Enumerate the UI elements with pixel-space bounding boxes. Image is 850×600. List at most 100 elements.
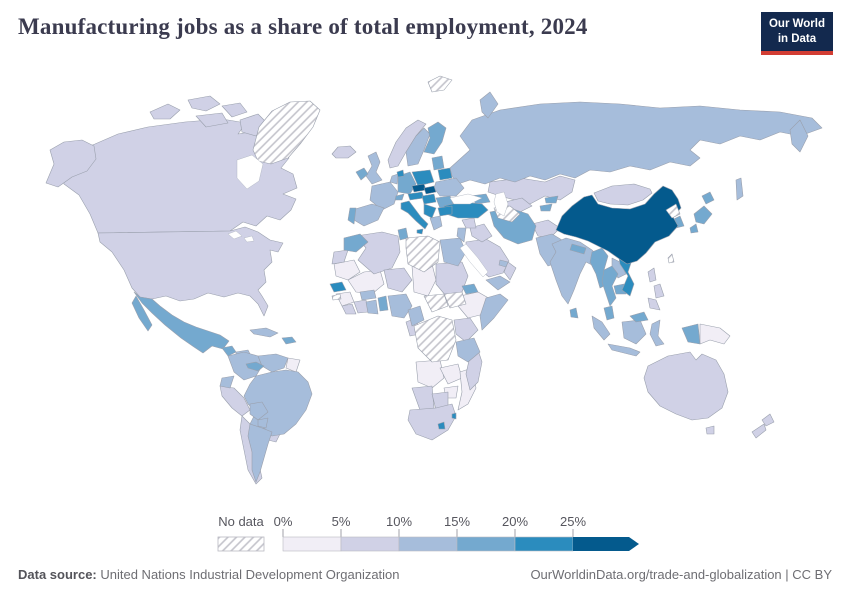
country-russia-sakhalin[interactable] <box>735 177 744 201</box>
legend-bin-0-5[interactable] <box>282 536 342 552</box>
country-finland[interactable] <box>423 121 447 155</box>
country-italy-sicily[interactable] <box>416 228 424 235</box>
country-tanzania[interactable] <box>455 337 481 363</box>
country-indonesia-sumatra[interactable] <box>591 315 611 341</box>
country-cameroon[interactable] <box>407 305 425 327</box>
country-libya[interactable] <box>405 235 441 273</box>
country-cuba[interactable] <box>249 327 279 338</box>
country-france[interactable] <box>369 181 399 211</box>
country-philippines-mindanao[interactable] <box>647 297 661 311</box>
country-denmark[interactable] <box>396 169 405 178</box>
country-hispaniola[interactable] <box>281 336 297 345</box>
country-sudan[interactable] <box>435 261 469 297</box>
country-senegal[interactable] <box>329 281 347 293</box>
country-poland[interactable] <box>411 169 435 187</box>
owid-citation-link[interactable]: OurWorldinData.org/trade-and-globalizati… <box>530 567 832 582</box>
country-venezuela[interactable] <box>257 353 289 373</box>
country-zambia[interactable] <box>439 363 463 385</box>
country-ecuador[interactable] <box>219 375 235 389</box>
country-somalia[interactable] <box>479 293 509 331</box>
country-belarus[interactable] <box>437 167 453 181</box>
legend-bin-20-25[interactable] <box>514 536 574 552</box>
country-nigeria[interactable] <box>387 293 413 319</box>
country-morocco[interactable] <box>343 233 369 253</box>
owid-logo[interactable]: Our World in Data <box>760 12 833 55</box>
country-russia[interactable] <box>449 101 823 185</box>
country-canada-arctic-2[interactable] <box>187 95 221 112</box>
country-switzerland[interactable] <box>394 193 405 201</box>
country-south-africa[interactable] <box>407 403 457 441</box>
legend-bin-15-20[interactable] <box>456 536 516 552</box>
legend-bin-25-plus-arrow[interactable] <box>573 537 639 551</box>
country-thailand[interactable] <box>601 265 619 307</box>
country-cambodia[interactable] <box>613 283 627 295</box>
country-syria[interactable] <box>461 217 477 229</box>
country-australia[interactable] <box>643 351 729 421</box>
country-argentina[interactable] <box>247 423 273 483</box>
country-uae-qatar[interactable] <box>498 259 509 268</box>
country-australia-tasmania[interactable] <box>705 425 715 435</box>
country-canada-arctic-4[interactable] <box>195 112 229 128</box>
country-new-zealand-south[interactable] <box>751 423 767 439</box>
country-eswatini[interactable] <box>451 412 457 420</box>
country-baltics[interactable] <box>431 155 445 171</box>
country-canada-arctic-3[interactable] <box>221 102 248 118</box>
legend-no-data-swatch[interactable] <box>217 536 265 552</box>
country-slovakia[interactable] <box>423 185 437 195</box>
country-togo-benin[interactable] <box>377 295 389 312</box>
country-japan-honshu[interactable] <box>693 205 713 225</box>
country-philippines-luzon[interactable] <box>647 267 657 283</box>
country-paraguay[interactable] <box>257 417 269 429</box>
country-bulgaria[interactable] <box>437 205 453 217</box>
country-portugal[interactable] <box>347 207 357 225</box>
country-indonesia-sulawesi[interactable] <box>649 319 665 347</box>
country-angola[interactable] <box>415 359 445 389</box>
country-japan-hokkaido[interactable] <box>701 191 715 205</box>
country-north-korea[interactable] <box>665 203 681 219</box>
country-sri-lanka[interactable] <box>569 307 579 319</box>
country-guinea-bissau[interactable] <box>331 293 342 301</box>
country-iceland[interactable] <box>331 145 357 159</box>
country-mali[interactable] <box>347 269 385 295</box>
country-lesotho[interactable] <box>437 421 446 430</box>
country-yemen[interactable] <box>485 275 511 291</box>
country-united-kingdom[interactable] <box>365 151 383 185</box>
country-peru[interactable] <box>219 385 251 417</box>
country-tajikistan[interactable] <box>539 203 553 212</box>
country-central-african-republic[interactable] <box>423 293 449 313</box>
country-svalbard[interactable] <box>427 75 453 93</box>
country-guatemala[interactable] <box>221 345 237 357</box>
country-ireland[interactable] <box>355 167 369 181</box>
country-iraq[interactable] <box>469 223 493 243</box>
country-oman[interactable] <box>503 261 517 281</box>
country-taiwan[interactable] <box>667 253 675 264</box>
country-norway[interactable] <box>387 119 427 169</box>
country-costa-rica-panama[interactable] <box>245 361 265 372</box>
country-south-sudan[interactable] <box>443 291 467 309</box>
country-indonesia-west-papua[interactable] <box>681 323 701 345</box>
country-serbia-balkans[interactable] <box>423 203 437 219</box>
legend-bin-5-10[interactable] <box>340 536 400 552</box>
country-namibia[interactable] <box>411 385 435 411</box>
country-italy[interactable] <box>400 200 429 230</box>
country-niger[interactable] <box>383 267 413 293</box>
country-usa-alaska[interactable] <box>45 139 97 188</box>
country-sweden[interactable] <box>405 127 431 167</box>
country-western-sahara[interactable] <box>331 249 349 265</box>
country-russia-kamchatka[interactable] <box>789 119 809 153</box>
country-mexico[interactable] <box>133 291 230 354</box>
country-colombia[interactable] <box>227 351 263 381</box>
country-mongolia[interactable] <box>593 183 653 206</box>
country-sierra-leone-liberia[interactable] <box>341 303 357 315</box>
country-greenland[interactable] <box>252 100 321 165</box>
country-dr-congo[interactable] <box>413 315 457 363</box>
country-india[interactable] <box>549 237 601 305</box>
country-kyrgyzstan[interactable] <box>544 195 559 204</box>
country-jordan-israel[interactable] <box>456 227 467 243</box>
country-spain[interactable] <box>351 203 385 227</box>
country-ghana[interactable] <box>365 299 379 315</box>
country-eritrea[interactable] <box>461 283 479 295</box>
country-kenya-uganda[interactable] <box>453 317 479 343</box>
country-egypt[interactable] <box>439 237 467 267</box>
country-indonesia-java[interactable] <box>607 343 641 357</box>
